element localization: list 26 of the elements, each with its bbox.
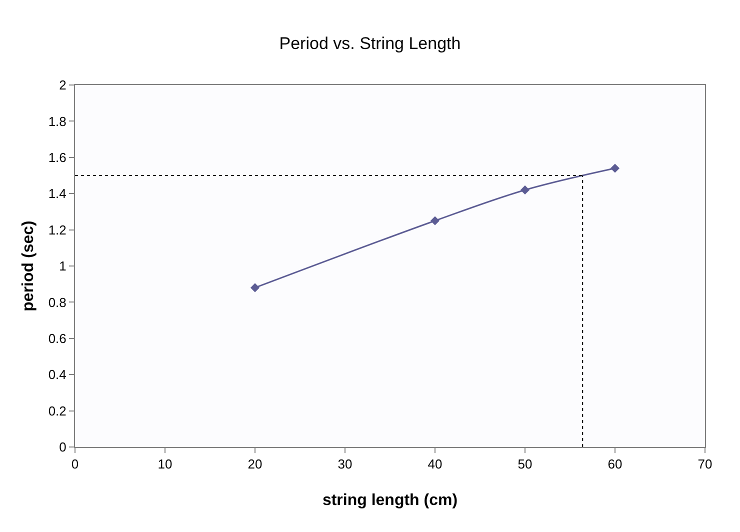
y-tick-label: 2 (59, 78, 66, 93)
y-tick-label: 0 (59, 440, 66, 455)
y-tick-label: 0.8 (48, 294, 66, 310)
x-axis-title: string length (cm) (322, 492, 458, 509)
x-tick-label: 30 (338, 456, 352, 472)
y-tick-label: 1.4 (48, 186, 66, 202)
x-tick-label: 40 (428, 456, 442, 472)
x-tick-label: 60 (608, 456, 622, 472)
y-tick-label: 1.6 (48, 150, 66, 165)
point (610, 164, 620, 173)
y-tick-label: 1.2 (48, 222, 66, 238)
x-tick-label: 10 (158, 456, 172, 472)
y-tick-label: 0.4 (48, 367, 66, 382)
point (520, 185, 530, 195)
y-tick-label: 1.8 (48, 114, 66, 129)
y-tick-label: 0.2 (48, 403, 66, 418)
x-tick-label: 0 (71, 456, 79, 472)
x-tick-label: 50 (518, 456, 532, 472)
point (250, 283, 260, 292)
y-tick-label: 1 (59, 258, 66, 274)
point (430, 216, 440, 226)
x-tick-label: 20 (248, 456, 262, 472)
y-axis-title: period (sec) (20, 220, 37, 312)
y-tick-label: 0.6 (48, 330, 66, 346)
x-tick-label: 70 (698, 456, 712, 472)
chart-title: Period vs. String Length (279, 34, 461, 54)
